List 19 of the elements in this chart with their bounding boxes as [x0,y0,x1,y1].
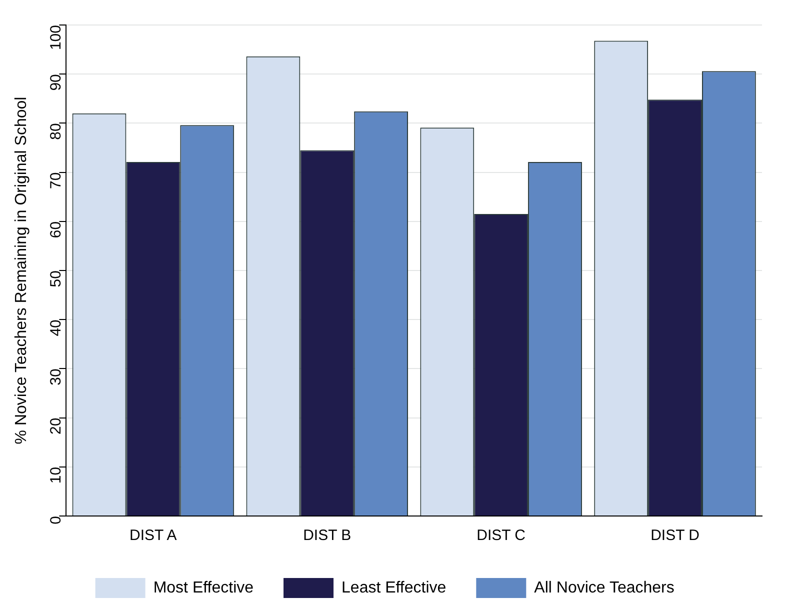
legend-label: All Novice Teachers [534,579,674,596]
y-tick-label: 60 [47,221,64,238]
x-tick-label: DIST A [130,527,177,544]
y-tick-label: 80 [47,123,64,140]
legend-label: Most Effective [153,579,254,596]
y-tick-label: 50 [47,270,64,288]
y-tick-label: 100 [47,25,64,50]
y-tick-label: 20 [47,418,64,434]
y-tick-label: 0 [47,516,64,524]
x-tick-label: DIST C [476,527,526,544]
legend-label: Least Effective [342,579,446,596]
y-axis-title: % Novice Teachers Remaining in Original School [13,96,30,444]
y-tick-label: 40 [47,320,64,336]
y-tick-label: 90 [47,74,64,91]
x-tick-label: DIST B [303,527,352,544]
y-tick-label: 30 [47,368,64,386]
x-tick-label: DIST D [650,527,700,544]
y-tick-label: 10 [47,466,64,484]
y-tick-label: 70 [47,172,64,189]
